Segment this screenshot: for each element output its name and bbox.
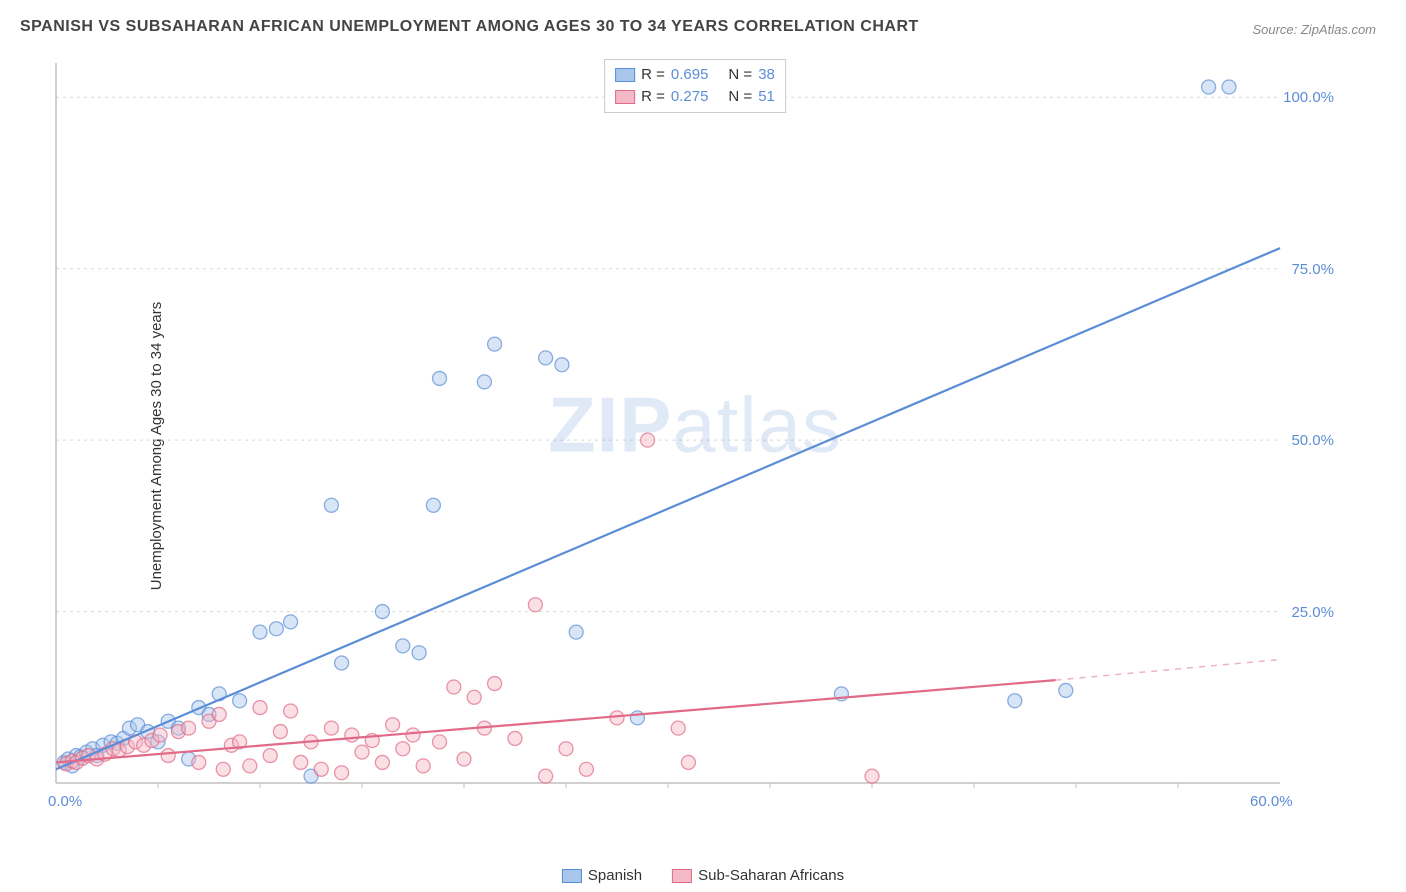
data-point (243, 759, 257, 773)
data-point (335, 656, 349, 670)
data-point (569, 625, 583, 639)
trend-line (56, 248, 1280, 769)
data-point (630, 711, 644, 725)
legend-swatch (615, 68, 635, 82)
stat-label-r: R = (641, 86, 665, 108)
data-point (263, 749, 277, 763)
legend-swatch (672, 869, 692, 883)
data-point (610, 711, 624, 725)
data-point (1008, 694, 1022, 708)
data-point (396, 639, 410, 653)
source-attribution: Source: ZipAtlas.com (1252, 22, 1376, 37)
series-legend: Spanish Sub-Saharan Africans (562, 867, 844, 884)
x-tick-label: 60.0% (1250, 793, 1293, 810)
legend-swatch (562, 869, 582, 883)
stat-label-n: N = (728, 64, 752, 86)
data-point (508, 731, 522, 745)
data-point (488, 677, 502, 691)
data-point (314, 762, 328, 776)
data-point (1059, 683, 1073, 697)
data-point (396, 742, 410, 756)
chart-title: SPANISH VS SUBSAHARAN AFRICAN UNEMPLOYME… (20, 18, 919, 36)
stat-value-r: 0.275 (671, 86, 709, 108)
data-point (273, 725, 287, 739)
data-point (555, 358, 569, 372)
data-point (1222, 80, 1236, 94)
data-point (345, 728, 359, 742)
data-point (477, 375, 491, 389)
legend-item: Spanish (562, 867, 642, 884)
stat-label-r: R = (641, 64, 665, 86)
data-point (671, 721, 685, 735)
chart-area: ZIPatlas R =0.695N =38R =0.275N =51 0.0%… (50, 55, 1340, 825)
y-tick-label: 25.0% (1291, 604, 1334, 621)
data-point (182, 721, 196, 735)
data-point (406, 728, 420, 742)
legend-label: Spanish (588, 867, 642, 884)
legend-item: Sub-Saharan Africans (672, 867, 844, 884)
data-point (153, 728, 167, 742)
data-point (375, 755, 389, 769)
stat-value-r: 0.695 (671, 64, 709, 86)
data-point (579, 762, 593, 776)
data-point (284, 615, 298, 629)
data-point (539, 351, 553, 365)
x-tick-label: 0.0% (48, 793, 82, 810)
data-point (447, 680, 461, 694)
data-point (528, 598, 542, 612)
stat-value-n: 51 (758, 86, 775, 108)
data-point (324, 721, 338, 735)
y-tick-label: 100.0% (1283, 89, 1334, 106)
data-point (865, 769, 879, 783)
scatter-plot (50, 55, 1340, 825)
data-point (335, 766, 349, 780)
data-point (386, 718, 400, 732)
data-point (233, 694, 247, 708)
data-point (488, 337, 502, 351)
data-point (253, 625, 267, 639)
data-point (216, 762, 230, 776)
legend-stat-row: R = 0.275 N = 51 (615, 86, 775, 108)
data-point (681, 755, 695, 769)
data-point (269, 622, 283, 636)
data-point (253, 701, 267, 715)
data-point (426, 498, 440, 512)
stat-label-n: N = (728, 86, 752, 108)
data-point (457, 752, 471, 766)
data-point (641, 433, 655, 447)
data-point (284, 704, 298, 718)
y-tick-label: 50.0% (1291, 432, 1334, 449)
correlation-legend: R = 0.695 N = 38 R = 0.275 N = 51 (604, 59, 786, 113)
data-point (375, 605, 389, 619)
data-point (467, 690, 481, 704)
legend-label: Sub-Saharan Africans (698, 867, 844, 884)
legend-swatch (615, 90, 635, 104)
data-point (355, 745, 369, 759)
data-point (212, 707, 226, 721)
stat-value-n: 38 (758, 64, 775, 86)
data-point (433, 735, 447, 749)
data-point (559, 742, 573, 756)
data-point (324, 498, 338, 512)
data-point (539, 769, 553, 783)
y-tick-label: 75.0% (1291, 261, 1334, 278)
data-point (416, 759, 430, 773)
data-point (294, 755, 308, 769)
data-point (161, 749, 175, 763)
data-point (1202, 80, 1216, 94)
legend-stat-row: R = 0.695 N = 38 (615, 64, 775, 86)
data-point (412, 646, 426, 660)
data-point (433, 371, 447, 385)
data-point (192, 755, 206, 769)
